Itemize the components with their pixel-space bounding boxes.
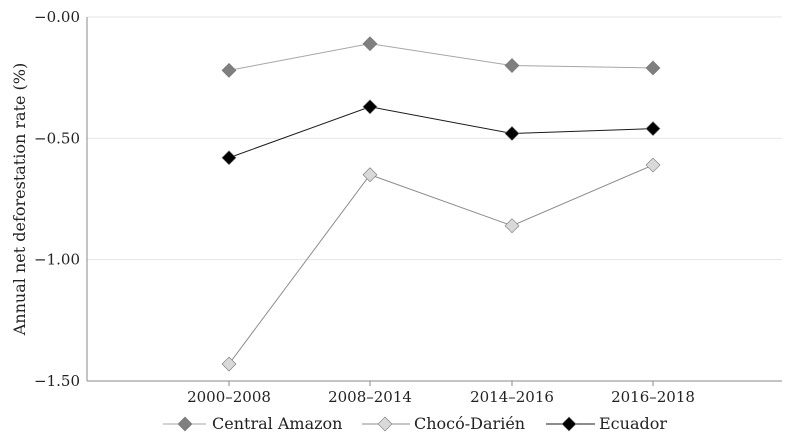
legend-item: Central Amazon	[163, 414, 342, 433]
series-line	[228, 43, 654, 71]
legend-marker	[377, 416, 393, 432]
axes	[86, 17, 782, 382]
y-tick-label: −0.50	[34, 129, 80, 147]
series-line	[228, 164, 654, 365]
series-group	[221, 36, 661, 372]
legend: Central Amazon Chocó-Darién Ecuador	[163, 414, 667, 433]
data-point	[645, 60, 661, 76]
y-tick-label: −1.00	[34, 251, 80, 269]
data-point	[362, 36, 378, 52]
data-point	[504, 126, 520, 141]
x-tick-label: 2008–2014	[328, 388, 412, 406]
x-tick-label: 2000–2008	[187, 388, 271, 406]
data-point	[221, 150, 237, 166]
x-tick-labels: 2000–2008 2008–2014 2014–2016 2016–2018	[187, 381, 695, 406]
data-point	[645, 121, 661, 137]
series-central-amazon	[221, 36, 661, 78]
x-tick-label: 2014–2016	[470, 388, 554, 406]
series-choc-dari-n	[221, 157, 661, 372]
y-tick-label: −0.00	[34, 8, 80, 26]
legend-marker	[561, 416, 577, 432]
data-point	[362, 167, 378, 183]
legend-item: Chocó-Darién	[362, 414, 525, 433]
data-point	[362, 99, 378, 115]
y-tick-labels: −1.50 −1.00 −0.50 −0.00	[34, 8, 80, 390]
data-point	[504, 218, 520, 234]
data-point	[645, 157, 661, 173]
x-tick-label: 2016–2018	[611, 388, 695, 406]
legend-label: Central Amazon	[212, 414, 342, 433]
legend-label: Ecuador	[599, 414, 667, 433]
legend-marker	[177, 416, 193, 432]
series-ecuador	[221, 99, 661, 166]
series-line	[228, 106, 654, 159]
legend-label: Chocó-Darién	[414, 414, 525, 433]
legend-item: Ecuador	[546, 414, 667, 433]
data-point	[221, 356, 237, 372]
data-point	[504, 58, 520, 73]
y-tick-label: −1.50	[34, 372, 80, 390]
grid-lines	[87, 16, 782, 261]
y-axis-title: Annual net deforestation rate (%)	[10, 63, 29, 337]
data-point	[221, 62, 237, 78]
